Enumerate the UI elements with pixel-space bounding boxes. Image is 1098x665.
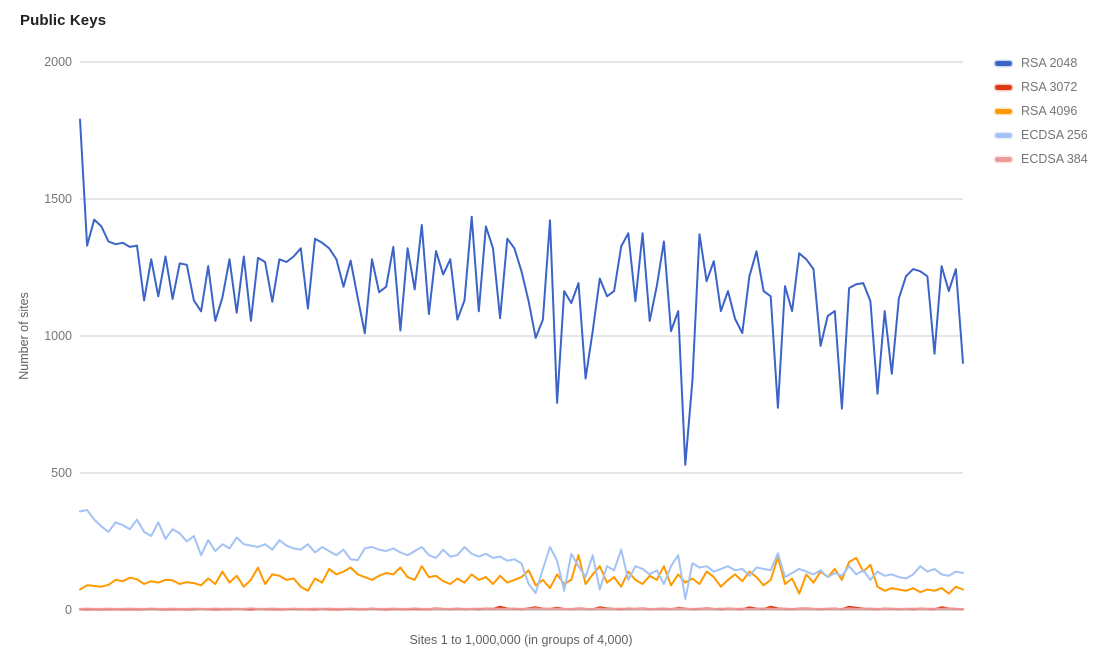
legend-swatch-rsa-2048 [995, 60, 1012, 66]
legend-swatch-ecdsa-384 [995, 156, 1012, 162]
series-line-ecdsa-384 [79, 607, 964, 610]
y-axis-tick-labels: 0 500 1000 1500 2000 [44, 55, 72, 617]
y-tick-label-1000: 1000 [44, 329, 72, 343]
legend-item-rsa-4096: RSA 4096 [995, 99, 1088, 123]
y-axis-title: Number of sites [17, 292, 31, 380]
series-line-rsa-2048 [79, 118, 964, 466]
x-axis-title: Sites 1 to 1,000,000 (in groups of 4,000… [409, 633, 632, 647]
legend: RSA 2048 RSA 3072 RSA 4096 ECDSA 256 ECDSA 3… [995, 51, 1088, 171]
y-tick-label-500: 500 [51, 466, 72, 480]
legend-label-rsa-3072: RSA 3072 [1021, 80, 1078, 94]
legend-swatch-ecdsa-256 [995, 132, 1012, 138]
legend-label-rsa-2048: RSA 2048 [1021, 56, 1078, 70]
series-line-rsa-4096 [79, 554, 964, 595]
series-line-ecdsa-256 [79, 509, 964, 600]
legend-item-rsa-3072: RSA 3072 [995, 75, 1088, 99]
legend-item-rsa-2048: RSA 2048 [995, 51, 1088, 75]
legend-swatch-rsa-3072 [995, 84, 1012, 90]
legend-label-ecdsa-256: ECDSA 256 [1021, 128, 1088, 142]
y-tick-label-0: 0 [65, 603, 72, 617]
y-tick-label-1500: 1500 [44, 192, 72, 206]
legend-item-ecdsa-256: ECDSA 256 [995, 123, 1088, 147]
chart-title: Public Keys [20, 12, 107, 29]
legend-label-ecdsa-384: ECDSA 384 [1021, 152, 1088, 166]
legend-label-rsa-4096: RSA 4096 [1021, 104, 1078, 118]
y-tick-label-2000: 2000 [44, 55, 72, 69]
series-lines [79, 118, 964, 611]
legend-item-ecdsa-384: ECDSA 384 [995, 147, 1088, 171]
gridlines [80, 61, 963, 611]
legend-swatch-rsa-4096 [995, 108, 1012, 114]
